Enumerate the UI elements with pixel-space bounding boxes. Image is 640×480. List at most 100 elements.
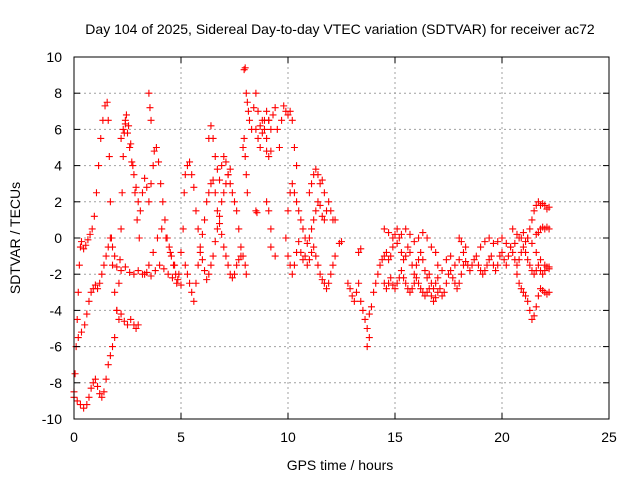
data-point-marker [109,261,117,269]
data-point-marker [517,234,525,242]
data-point-marker [513,270,521,278]
data-point-marker [395,234,403,242]
data-point-marker [179,225,187,233]
data-point-marker [487,252,495,260]
data-point-marker [286,107,294,115]
data-point-marker [233,261,241,269]
data-point-marker [198,230,206,238]
data-point-marker [183,162,191,170]
data-point-marker [316,201,324,209]
data-point-marker [168,274,176,282]
data-point-marker [158,225,166,233]
data-point-marker [534,261,542,269]
data-point-marker [303,239,311,247]
data-point-marker [211,238,219,246]
data-point-marker [132,325,140,332]
data-point-marker [352,288,360,296]
data-point-marker [526,261,534,269]
data-point-marker [207,261,215,269]
data-point-marker [149,248,157,256]
data-point-marker [402,252,410,260]
data-point-marker [101,102,109,110]
data-point-marker [513,230,521,238]
data-point-marker [293,198,301,206]
data-point-marker [522,292,530,300]
data-point-marker [239,144,247,151]
data-point-marker [455,234,463,242]
data-point-marker [116,256,124,264]
data-point-marker [438,267,446,275]
data-point-marker [71,370,79,378]
data-point-marker [115,279,123,287]
y-tick-label: 4 [54,158,62,174]
data-point-marker [363,325,371,332]
data-point-marker [111,334,119,342]
data-point-marker [312,207,320,215]
data-point-marker [141,270,149,278]
data-point-marker [468,261,476,269]
data-point-marker [146,104,154,112]
y-tick-label: 10 [46,49,62,65]
data-point-marker [453,285,461,293]
data-point-marker [496,252,504,260]
data-point-marker [507,243,515,251]
data-point-marker [271,104,279,112]
data-point-marker [528,315,536,323]
data-point-marker [372,279,380,287]
data-point-marker [318,212,326,220]
data-point-marker [245,116,253,124]
data-point-marker [231,198,238,206]
data-point-marker [367,303,375,311]
data-point-marker [122,111,130,119]
data-point-marker [376,261,384,269]
data-point-marker [258,129,266,137]
data-point-marker [213,225,221,233]
data-point-marker [517,285,525,293]
data-point-marker [265,153,273,161]
data-point-marker [188,288,196,296]
data-point-marker [106,198,114,206]
data-point-marker [104,116,112,124]
data-point-marker [203,276,211,284]
data-point-marker [323,285,331,293]
data-point-marker [331,252,339,260]
data-point-marker [95,162,103,170]
data-point-marker [530,312,538,320]
data-point-marker [417,248,425,256]
data-point-marker [280,102,288,110]
data-point-marker [94,285,102,293]
data-point-marker [519,243,527,251]
data-point-marker [194,261,202,269]
data-point-marker [357,297,365,305]
data-point-marker [103,98,111,106]
data-point-marker [412,261,420,269]
data-point-marker [427,292,435,300]
data-point-marker [263,198,271,206]
data-point-marker [526,306,534,314]
data-point-marker [295,207,303,215]
data-point-marker [222,158,230,166]
data-point-marker [438,292,446,300]
data-point-marker [534,229,542,237]
data-point-marker [374,270,382,278]
data-point-marker [355,279,363,287]
data-point-marker [74,334,82,342]
data-point-marker [380,225,388,233]
data-point-marker [534,292,542,300]
data-point-marker [303,261,311,269]
data-point-marker [419,229,427,237]
data-point-marker [541,261,549,269]
data-point-marker [541,201,549,209]
data-point-marker [318,276,326,284]
data-point-marker [305,189,313,197]
data-point-marker [127,315,135,323]
data-point-marker [162,234,170,242]
x-tick-label: 10 [280,429,296,445]
data-point-marker [133,216,141,224]
data-point-marker [216,220,224,228]
data-point-marker [338,238,345,246]
data-point-marker [181,261,189,269]
data-point-marker [175,270,183,278]
data-point-marker [382,248,390,256]
data-point-marker [201,216,209,224]
